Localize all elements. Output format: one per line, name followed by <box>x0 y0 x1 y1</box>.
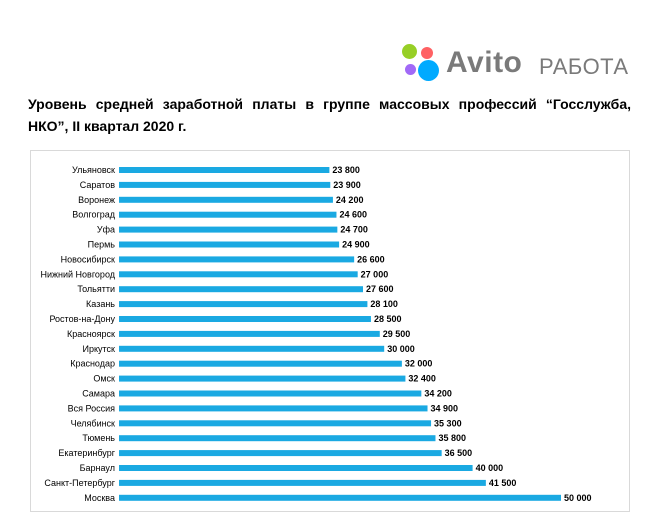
category-label: Нижний Новгород <box>40 269 115 279</box>
bar <box>119 465 473 471</box>
chart-title: Уровень средней заработной платы в групп… <box>28 96 631 134</box>
avito-dots-icon <box>400 42 444 84</box>
chart-area: Ульяновск 23 800 Саратов 23 900 Воронеж 24 20… <box>30 150 630 512</box>
bar <box>119 226 338 233</box>
category-label: Тольятти <box>77 284 115 294</box>
avito-logo: Avito РАБОТА <box>400 42 640 84</box>
category-label: Воронеж <box>78 195 115 205</box>
value-label: 24 200 <box>336 195 364 205</box>
value-label: 41 500 <box>489 478 517 488</box>
value-label: 35 800 <box>438 433 466 443</box>
category-label: Екатеринбург <box>58 448 115 458</box>
bar <box>119 167 330 173</box>
value-label: 28 500 <box>374 314 402 324</box>
value-label: 28 100 <box>370 299 398 309</box>
category-label: Челябинск <box>71 418 115 428</box>
category-label: Москва <box>84 493 115 503</box>
bar <box>119 196 333 203</box>
value-label: 24 900 <box>342 240 370 250</box>
bar <box>119 494 561 501</box>
bar <box>119 181 331 188</box>
bar <box>119 375 406 382</box>
logo-brand: Avito <box>446 46 523 79</box>
category-label: Иркутск <box>83 344 116 354</box>
category-label: Ростов-на-Дону <box>49 314 115 324</box>
category-label: Волгоград <box>72 210 115 220</box>
category-label: Санкт-Петербург <box>44 478 115 488</box>
category-label: Красноярск <box>67 329 115 339</box>
bar <box>119 435 436 442</box>
bar <box>119 345 385 352</box>
bar <box>119 330 380 337</box>
value-label: 50 000 <box>564 493 592 503</box>
bar <box>119 271 358 278</box>
bar <box>119 316 371 322</box>
bar <box>119 479 486 486</box>
value-label: 34 200 <box>424 389 452 399</box>
value-label: 26 600 <box>357 254 385 264</box>
category-label: Ульяновск <box>72 165 115 175</box>
category-label: Пермь <box>88 240 116 250</box>
logo-dot <box>402 44 417 59</box>
value-label: 27 600 <box>366 284 394 294</box>
bar <box>119 286 363 293</box>
value-label: 32 400 <box>408 374 436 384</box>
category-label: Краснодар <box>70 359 115 369</box>
value-label: 23 900 <box>333 180 361 190</box>
category-label: Вся Россия <box>68 403 116 413</box>
logo-dot <box>405 64 416 75</box>
bar <box>119 301 368 308</box>
value-label: 27 000 <box>361 269 389 279</box>
category-label: Барнаул <box>80 463 115 473</box>
bar <box>119 256 355 263</box>
value-label: 24 700 <box>340 225 368 235</box>
bar <box>119 241 340 248</box>
logo-sub: РАБОТА <box>539 54 629 79</box>
value-label: 29 500 <box>383 329 411 339</box>
category-label: Саратов <box>80 180 115 190</box>
bar <box>119 390 422 397</box>
value-label: 40 000 <box>476 463 504 473</box>
category-label: Тюмень <box>82 433 115 443</box>
value-label: 36 500 <box>445 448 473 458</box>
value-label: 24 600 <box>339 210 367 220</box>
bar <box>119 405 428 412</box>
bar-chart: Ульяновск 23 800 Саратов 23 900 Воронеж 24 20… <box>40 165 592 503</box>
category-label: Самара <box>82 389 115 399</box>
value-label: 34 900 <box>431 403 459 413</box>
bar <box>119 360 402 367</box>
bar <box>119 420 432 427</box>
logo-dot <box>418 60 439 81</box>
value-label: 35 300 <box>434 418 462 428</box>
value-label: 32 000 <box>405 359 433 369</box>
value-label: 30 000 <box>387 344 415 354</box>
logo-dot <box>421 47 433 59</box>
value-label: 23 800 <box>332 165 360 175</box>
category-label: Омск <box>93 374 115 384</box>
category-label: Казань <box>86 299 115 309</box>
bar <box>119 450 442 457</box>
bar <box>119 211 337 218</box>
category-label: Новосибирск <box>61 254 115 264</box>
category-label: Уфа <box>97 225 115 235</box>
